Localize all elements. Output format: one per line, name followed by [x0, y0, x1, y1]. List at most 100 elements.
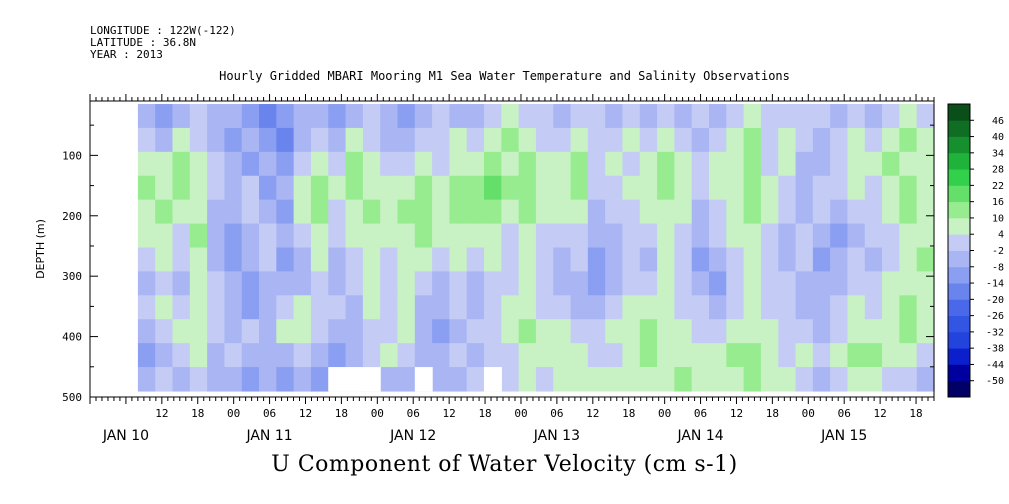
- heatmap-cell: [864, 319, 883, 344]
- heatmap-cell: [449, 343, 468, 368]
- heatmap-cell: [709, 367, 727, 392]
- heatmap-cell: [778, 295, 797, 320]
- heatmap-cell: [155, 151, 174, 177]
- heatmap-cell: [778, 271, 797, 296]
- heatmap-cell: [605, 104, 624, 129]
- heatmap-cell: [553, 319, 572, 344]
- heatmap-cell: [362, 295, 381, 320]
- heatmap-cell: [760, 175, 779, 201]
- heatmap-cell: [709, 223, 727, 249]
- heatmap-cell: [535, 104, 554, 129]
- heatmap-cell: [224, 223, 243, 249]
- heatmap-cell: [449, 175, 468, 201]
- heatmap-cell: [293, 175, 312, 201]
- heatmap-cell: [362, 247, 381, 272]
- heatmap-cell: [362, 175, 381, 201]
- heatmap-cell: [553, 104, 572, 129]
- y-axis-title: DEPTH (m): [34, 219, 47, 279]
- heatmap-cell: [432, 175, 451, 201]
- heatmap-cell: [570, 367, 589, 392]
- heatmap-cell: [362, 223, 381, 249]
- heatmap-cell: [605, 343, 624, 368]
- heatmap-cell: [864, 223, 883, 249]
- heatmap-cell: [830, 104, 849, 129]
- heatmap-cell: [328, 319, 347, 344]
- heatmap-cell: [639, 223, 658, 249]
- heatmap-cell: [328, 295, 347, 320]
- colorbar-swatch: [948, 380, 970, 398]
- heatmap-cell: [259, 223, 277, 249]
- heatmap-cell: [362, 199, 381, 225]
- heatmap-cell: [864, 175, 883, 201]
- heatmap-cell: [328, 199, 347, 225]
- heatmap-cell: [397, 343, 416, 368]
- heatmap-cell: [795, 343, 814, 368]
- heatmap-cell: [622, 175, 641, 201]
- heatmap-cell: [657, 343, 675, 368]
- heatmap-cell: [155, 295, 174, 320]
- heatmap-cell: [259, 175, 277, 201]
- heatmap-cell: [259, 367, 277, 392]
- heatmap-cell: [726, 104, 745, 129]
- heatmap-cell: [743, 271, 762, 296]
- heatmap-cell: [155, 319, 174, 344]
- y-tick-label: 100: [62, 149, 82, 162]
- heatmap-cell: [189, 151, 208, 177]
- colorbar-swatch: [948, 104, 970, 121]
- heatmap-cell: [207, 247, 226, 272]
- heatmap-cell: [812, 343, 831, 368]
- heatmap-cell: [310, 175, 329, 201]
- heatmap-cell: [172, 199, 191, 225]
- heatmap-cell: [310, 295, 329, 320]
- y-tick-label: 400: [62, 331, 82, 344]
- heatmap-cell: [570, 223, 589, 249]
- colorbar-swatch: [948, 152, 970, 170]
- heatmap-cell: [484, 223, 502, 249]
- heatmap-cell: [726, 223, 745, 249]
- heatmap-cell: [466, 127, 485, 153]
- heatmap-cell: [570, 247, 589, 272]
- heatmap-cell: [847, 319, 866, 344]
- heatmap-cell: [137, 175, 156, 201]
- heatmap-cell: [726, 175, 745, 201]
- heatmap-cell: [726, 319, 745, 344]
- heatmap-cell: [224, 295, 243, 320]
- x-tick-label: 18: [335, 407, 348, 420]
- heatmap-cell: [380, 271, 399, 296]
- heatmap-cell: [501, 151, 520, 177]
- heatmap-cell: [172, 104, 191, 129]
- heatmap-cell: [760, 343, 779, 368]
- heatmap-cell: [293, 223, 312, 249]
- heatmap-cell: [795, 367, 814, 392]
- heatmap-cell: [466, 199, 485, 225]
- heatmap-cell: [691, 104, 710, 129]
- x-date-label: JAN 10: [102, 428, 149, 444]
- heatmap-cell: [743, 295, 762, 320]
- heatmap-cell: [743, 104, 762, 129]
- heatmap-cell: [691, 127, 710, 153]
- heatmap-cell: [553, 343, 572, 368]
- heatmap-cells: [137, 104, 935, 392]
- variable-caption: U Component of Water Velocity (cm s-1): [271, 452, 738, 477]
- heatmap-cell: [795, 223, 814, 249]
- heatmap-cell: [847, 343, 866, 368]
- heatmap-cell: [380, 151, 399, 177]
- heatmap-cell: [518, 367, 537, 392]
- heatmap-cell: [518, 319, 537, 344]
- heatmap-cell: [432, 295, 451, 320]
- heatmap-cell: [847, 367, 866, 392]
- heatmap-cell: [293, 319, 312, 344]
- heatmap-cell: [432, 367, 451, 392]
- heatmap-cell: [795, 271, 814, 296]
- heatmap-cell: [137, 319, 156, 344]
- heatmap-cell: [449, 319, 468, 344]
- heatmap-cell: [224, 247, 243, 272]
- heatmap-cell: [172, 271, 191, 296]
- heatmap-cell: [535, 247, 554, 272]
- heatmap-cell: [639, 151, 658, 177]
- heatmap-cell: [501, 199, 520, 225]
- heatmap-cell: [189, 367, 208, 392]
- heatmap-cell: [276, 151, 295, 177]
- heatmap-cell: [414, 295, 433, 320]
- heatmap-cell: [812, 104, 831, 129]
